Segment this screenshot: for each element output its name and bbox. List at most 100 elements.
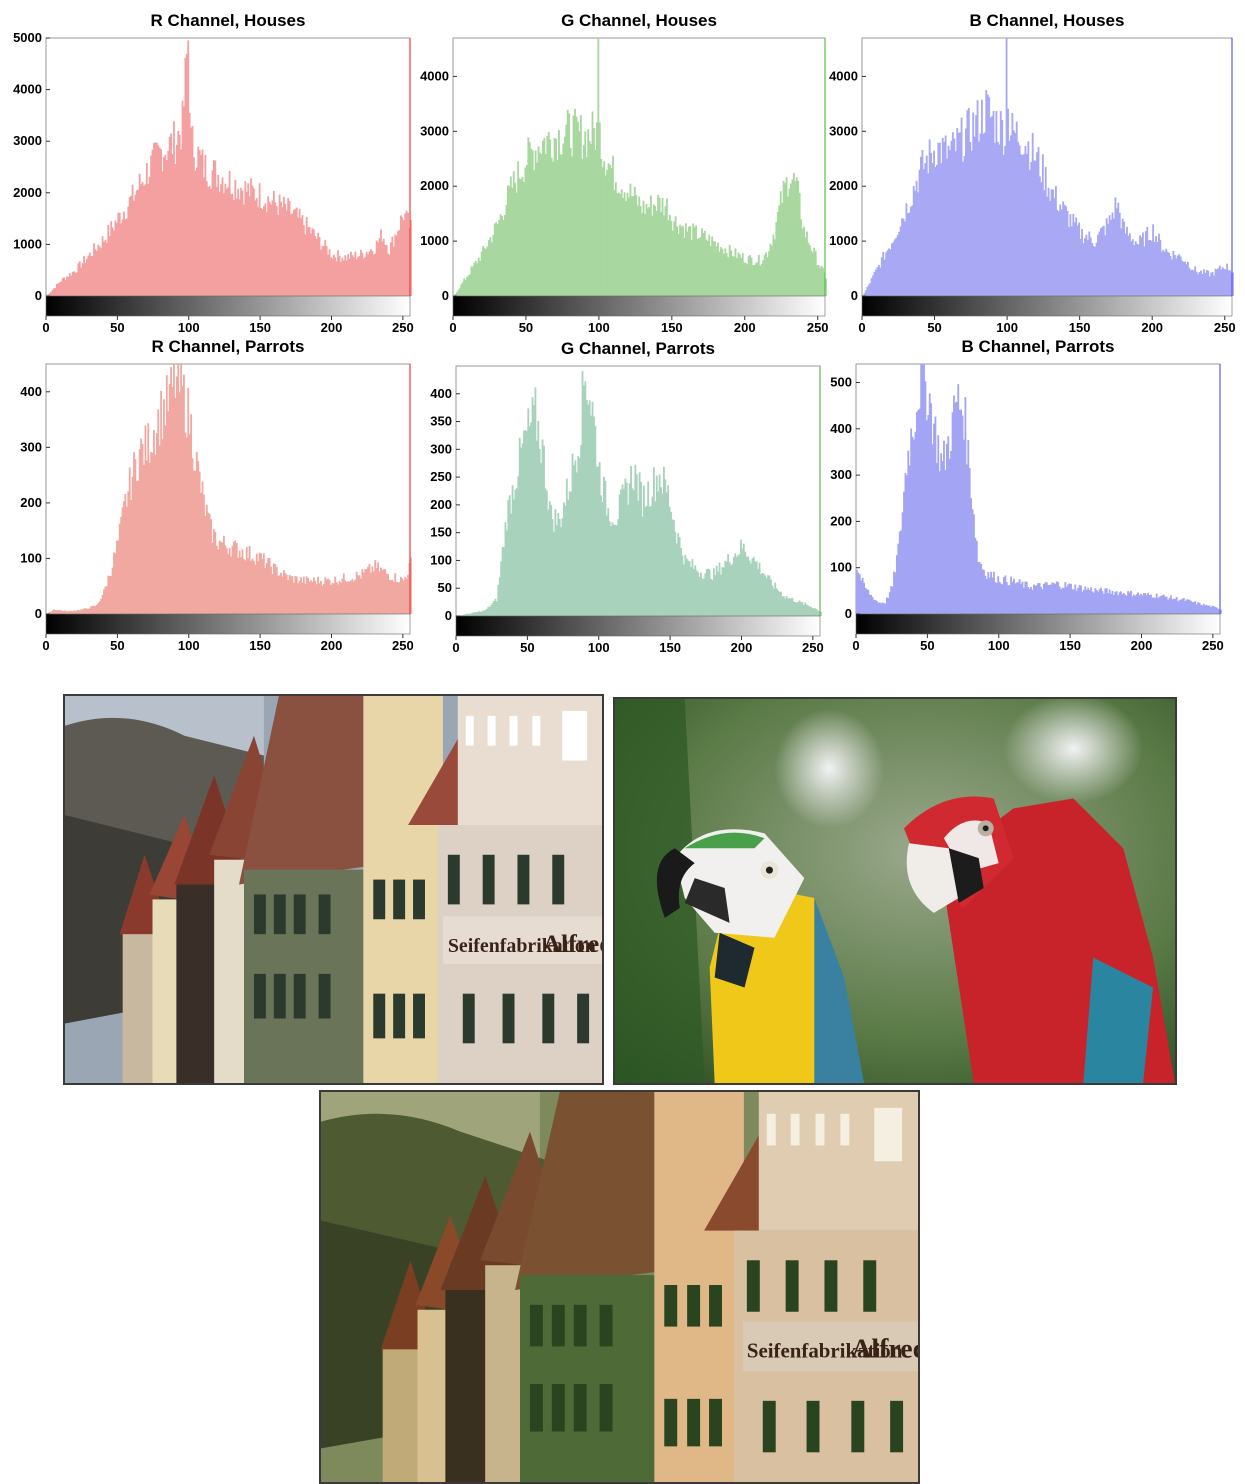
histogram-bar [639,205,642,296]
histogram-bar [327,254,330,296]
histogram-bar [1157,598,1160,614]
histogram-bar [250,560,252,614]
histogram-bar [990,571,993,614]
histogram-bar [490,242,493,296]
histogram-bar [545,490,548,616]
histogram-bar [160,149,163,296]
histogram-bar [193,157,195,296]
histogram-bar [228,170,231,296]
x-tick-label: 0 [449,320,456,335]
histogram-bar [237,188,240,296]
histogram-bar [928,393,931,614]
histogram-bars [47,40,412,297]
histogram-bar [781,203,784,296]
histogram-bar [190,414,192,614]
histogram-bar [457,289,460,296]
histogram-bar [539,152,541,296]
histogram-bar [1132,594,1135,614]
histogram-bar [368,251,371,296]
histogram-bar [610,168,613,296]
histogram-bar [933,423,935,614]
histogram-bar [170,133,173,296]
histogram-bar [495,601,498,616]
histogram-bar [207,186,210,296]
histogram-bar [398,230,401,296]
histogram-bar [391,579,394,614]
histogram-bar [730,565,732,616]
x-tick-label: 150 [661,320,683,335]
histogram-bar [974,537,977,614]
histogram-bar [608,521,611,616]
histogram-bar [623,192,626,296]
histogram-bar [1179,256,1182,296]
histogram-bar [174,398,177,614]
chart-title: R Channel, Parrots [151,337,304,356]
histogram-bar [248,546,251,614]
histogram-bar [268,201,271,296]
histogram-bar [1063,204,1066,296]
histogram-bar [54,610,57,614]
histogram-bar [604,480,607,616]
histogram-bar [91,256,94,296]
houses-sign-left: Seifenfabrikation [448,935,596,957]
histogram-bar [400,215,402,296]
histogram-bar [1210,607,1212,614]
histogram-bar [264,567,267,614]
histogram-bar [1164,596,1167,614]
histogram-bar [741,253,744,296]
x-tick-label: 200 [321,320,343,335]
histogram-bar [318,583,321,614]
histogram-bar [947,436,950,614]
histogram-bar [380,567,382,614]
histogram-bar [795,177,798,296]
y-tick-label: 400 [430,386,452,401]
histogram-bar [57,283,60,296]
histogram-bar [103,589,105,614]
histogram-bar [578,458,581,616]
histogram-bar [1020,583,1022,614]
histogram-bar [461,614,464,616]
histogram-bar [699,237,702,296]
histogram-bar [385,245,388,296]
histogram-bar [806,231,808,296]
histogram-bar [1208,605,1211,614]
histogram-bar [1152,597,1155,614]
histogram-bar [922,169,925,296]
histogram-bar [291,213,294,296]
histogram-bar [78,261,81,296]
histogram-bar [81,609,84,614]
histogram-bar [878,602,881,614]
histogram-bar [671,230,674,296]
histogram-bar [342,260,345,296]
histogram-bar [1131,239,1134,296]
histogram-bar [1202,603,1205,614]
histogram-bar [983,132,986,296]
histogram-bar [648,506,651,616]
y-tick-label: 3000 [420,123,449,138]
histogram-bar [272,563,275,614]
histogram-bar [598,122,601,296]
histogram-bar [1166,251,1169,296]
histogram-bar [480,251,483,296]
histogram-bar [792,172,795,296]
histogram-bar [131,476,134,614]
histogram-bar [680,226,683,296]
histogram-bar [1000,583,1002,614]
histogram-bar [1155,236,1157,296]
histogram-bar [467,275,470,296]
histogram-bar [322,583,325,614]
histogram-bar [863,293,866,296]
histogram-bar [893,239,896,296]
histogram-bar [730,250,733,296]
histogram-bar [1018,145,1021,296]
histogram-bar [371,250,374,296]
histogram-bar [803,226,805,296]
histogram-bar [525,431,528,616]
histogram-bar [1194,266,1197,296]
histogram-bar [711,580,714,616]
histogram-bar [397,231,399,296]
histogram-bar [135,481,138,614]
histogram-bar [747,256,750,296]
histogram-bar [925,155,928,296]
histogram-bar [613,190,616,296]
